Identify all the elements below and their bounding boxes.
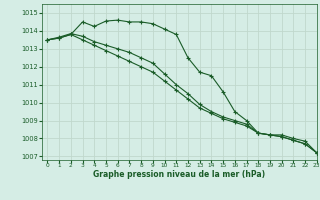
X-axis label: Graphe pression niveau de la mer (hPa): Graphe pression niveau de la mer (hPa) [93,170,265,179]
